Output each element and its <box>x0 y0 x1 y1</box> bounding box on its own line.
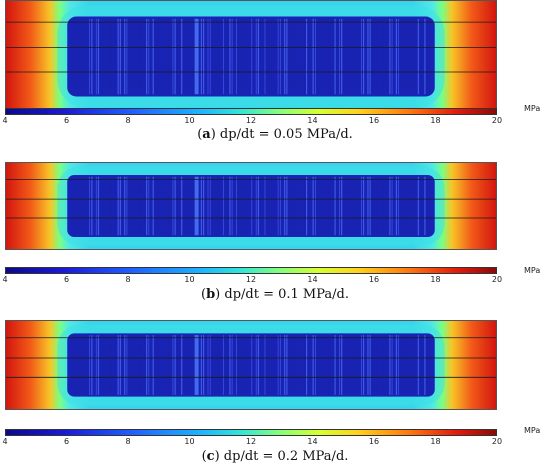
colorbar-ticks-c: 4 6 8 10 12 14 16 18 20 <box>2 437 502 449</box>
colorbar-tick-label: 20 <box>491 437 503 446</box>
field-central-gap <box>194 335 199 395</box>
pressure-field-image <box>6 163 496 249</box>
pressure-field-b <box>5 162 497 250</box>
colorbar-b <box>5 267 497 274</box>
pressure-field-image <box>6 1 496 112</box>
colorbar-tick-label: 16 <box>368 437 380 446</box>
colorbar-a <box>5 108 497 115</box>
colorbar-tick-label: 6 <box>63 116 70 125</box>
colorbar-tick-label: 16 <box>368 275 380 284</box>
colorbar-tick-label: 12 <box>245 116 257 125</box>
colorbar-tick-label: 14 <box>307 275 318 284</box>
field-central-gap <box>194 176 199 236</box>
colorbar-unit-a: MPa <box>524 104 541 113</box>
field-core <box>67 175 435 237</box>
colorbar-tick-label: 18 <box>430 275 441 284</box>
panel-b: 4 6 8 10 12 14 16 18 20 MPa (b) dp/dt = 0.1 MPa/… <box>0 158 550 310</box>
field-core <box>67 16 435 97</box>
pressure-field-image <box>6 321 496 409</box>
colorbar-tick-label: 12 <box>245 437 257 446</box>
caption-label-c: c <box>206 449 215 464</box>
colorbar-tick-label: 6 <box>63 275 70 284</box>
colorbar-tick-label: 8 <box>125 275 131 284</box>
colorbar-tick-label: 14 <box>307 437 318 446</box>
colorbar-tick-label: 4 <box>2 437 8 446</box>
caption-b: (b) dp/dt = 0.1 MPa/d. <box>201 287 349 302</box>
colorbar-unit-c: MPa <box>524 426 541 435</box>
panel-c: 4 6 8 10 12 14 16 18 20 MPa (c) dp/dt = 0.2 MPa/… <box>0 315 550 470</box>
colorbar-tick-label: 4 <box>2 275 8 284</box>
panel-a: 4 6 8 10 12 14 16 18 20 MPa (a) dp/dt = 0.05 MPa… <box>0 0 550 158</box>
colorbar-tick-label: 14 <box>307 116 318 125</box>
pressure-field-c <box>5 320 497 410</box>
caption-label-a: a <box>202 127 211 142</box>
caption-text-b: dp/dt = 0.1 MPa/d. <box>220 287 349 302</box>
colorbar-c <box>5 429 497 436</box>
colorbar-unit-b: MPa <box>524 266 541 275</box>
colorbar-tick-label: 8 <box>125 437 131 446</box>
colorbar-tick-label: 20 <box>491 116 503 125</box>
caption-label-b: b <box>206 287 216 302</box>
field-central-gap <box>194 18 199 95</box>
colorbar-tick-label: 4 <box>2 116 8 125</box>
caption-a: (a) dp/dt = 0.05 MPa/d. <box>197 127 353 142</box>
colorbar-tick-label: 6 <box>63 437 70 446</box>
colorbar-ticks-a: 4 6 8 10 12 14 16 18 20 <box>2 116 502 128</box>
caption-c: (c) dp/dt = 0.2 MPa/d. <box>201 449 349 464</box>
caption-text-c: dp/dt = 0.2 MPa/d. <box>219 449 349 464</box>
pressure-field-a <box>5 0 497 113</box>
colorbar-tick-label: 10 <box>184 116 195 125</box>
colorbar-tick-label: 10 <box>184 275 195 284</box>
colorbar-tick-label: 18 <box>430 116 441 125</box>
colorbar-ticks-b: 4 6 8 10 12 14 16 18 20 <box>2 275 502 287</box>
colorbar-tick-label: 12 <box>245 275 257 284</box>
colorbar-tick-label: 20 <box>491 275 503 284</box>
colorbar-tick-label: 8 <box>125 116 131 125</box>
colorbar-tick-label: 16 <box>368 116 380 125</box>
colorbar-tick-label: 10 <box>184 437 195 446</box>
colorbar-tick-label: 18 <box>430 437 441 446</box>
caption-text-a: dp/dt = 0.05 MPa/d. <box>215 127 353 142</box>
field-core <box>67 333 435 397</box>
